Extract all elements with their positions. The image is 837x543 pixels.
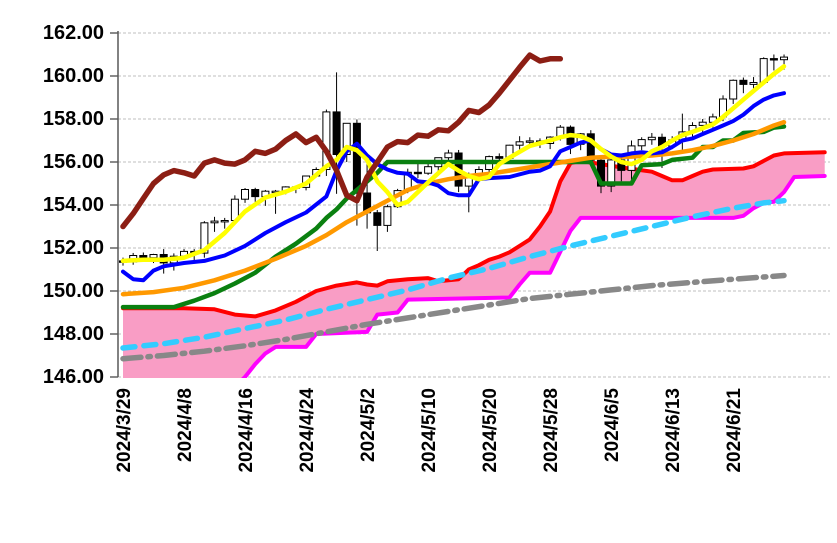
y-axis-label: 150.00: [43, 280, 104, 302]
candle: [495, 156, 504, 159]
candle: [413, 171, 422, 175]
x-axis-label: 2024/4/8: [175, 388, 196, 462]
y-axis-labels: 146.00 148.00 150.00 152.00 154.00 156.00 158.…: [43, 22, 104, 388]
x-axis-label: 2024/5/20: [480, 388, 501, 473]
x-axis-label: 2024/6/13: [663, 388, 684, 473]
candle: [383, 206, 392, 226]
x-axis-labels: 2024/3/29 2024/4/8 2024/4/16 2024/4/24 2024/…: [114, 388, 745, 473]
candle: [322, 111, 331, 170]
candle: [637, 139, 646, 147]
series-dark-red-line: [120, 52, 564, 230]
candle: [251, 189, 260, 198]
series-yellow-line: [120, 64, 787, 264]
series-cloud-top-red: [121, 150, 827, 319]
y-axis-label: 154.00: [43, 194, 104, 216]
candle: [515, 141, 524, 146]
x-axis-label: 2024/3/29: [114, 388, 135, 473]
candle: [749, 82, 758, 85]
candle: [444, 152, 453, 159]
series-cyan-dashed: [120, 197, 787, 351]
candle: [780, 56, 788, 61]
candle: [647, 136, 656, 141]
y-axis-label: 162.00: [43, 22, 104, 44]
y-axis-label: 156.00: [43, 151, 104, 173]
x-axis-label: 2024/5/10: [419, 388, 440, 473]
x-axis-label: 2024/6/5: [602, 388, 623, 462]
y-axis-label: 146.00: [43, 366, 104, 388]
candle: [698, 121, 707, 126]
x-axis-label: 2024/6/21: [724, 388, 745, 473]
x-axis-label: 2024/5/28: [541, 388, 562, 473]
candle: [139, 255, 148, 259]
candle: [200, 222, 209, 254]
candle: [352, 122, 361, 194]
candle: [729, 79, 738, 100]
x-axis-label: 2024/4/24: [297, 388, 318, 473]
series-gray-dashdot: [120, 272, 787, 362]
candle: [332, 111, 341, 155]
long-term-lines: [120, 197, 787, 362]
y-axis-label: 152.00: [43, 237, 104, 259]
y-axis-label: 158.00: [43, 108, 104, 130]
series-green-line: [120, 124, 787, 310]
y-axis-label: 160.00: [43, 65, 104, 87]
x-axis-label: 2024/4/16: [236, 388, 257, 473]
candle: [607, 159, 616, 187]
candle: [220, 220, 229, 223]
candle: [373, 212, 382, 226]
candle: [769, 58, 778, 61]
candle: [739, 79, 748, 85]
candle: [241, 189, 249, 200]
candle: [525, 140, 534, 143]
candle: [149, 254, 158, 259]
cloud-fill: [123, 152, 825, 378]
overlay-lines: [120, 52, 787, 310]
candle: [424, 166, 433, 174]
candle: [210, 220, 219, 224]
y-axis-label: 148.00: [43, 323, 104, 345]
x-axis-label: 2024/5/2: [358, 388, 379, 462]
